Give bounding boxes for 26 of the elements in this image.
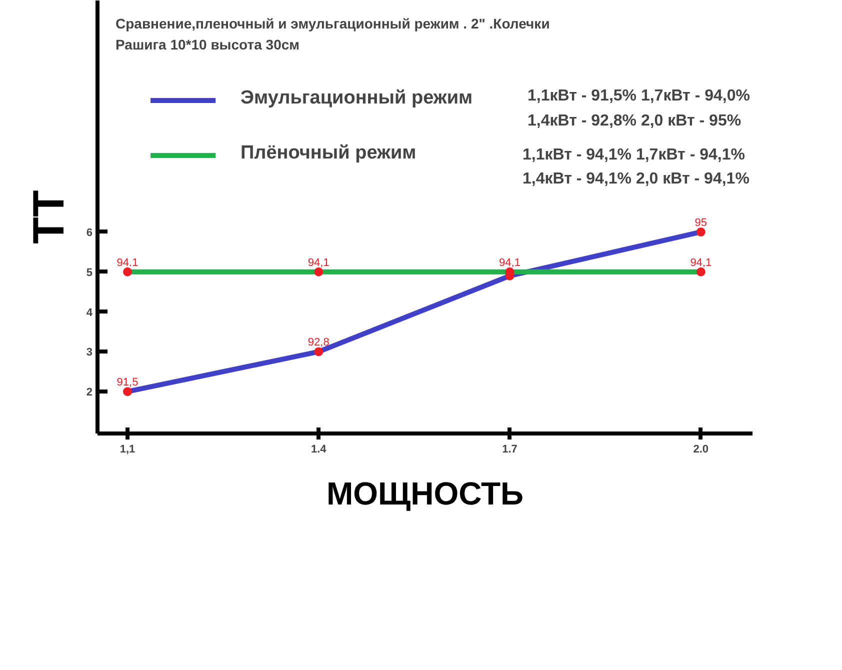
annotation: 1,1кВт - 91,5% 1,7кВт - 94,0% [528,88,750,104]
annotation: 95 [694,216,708,229]
legend-label: Плёночный режим [240,142,416,164]
y-tick-label: 5 [86,266,93,279]
y-tick-label: 4 [86,306,94,319]
y-tick-label: 3 [86,346,93,359]
annotation: 1,4кВт - 92,8% 2,0 кВт - 95% [528,112,742,130]
annotation: 94,1 [499,256,520,269]
x-axis-title: МОЩНОСТЬ [326,476,524,512]
y-axis-title: ТТ [24,190,74,244]
x-tick-label: 1.4 [310,444,328,456]
annotation: 91,5 [116,376,138,389]
annotation: 1,4кВт - 94,1% 2,0 кВт - 94,1% [522,170,750,188]
y-tick-label: 6 [86,226,93,239]
annotation: 92,8 [308,336,330,349]
x-tick-label: 1,1 [120,444,136,456]
annotation: 1,1кВт - 94,1% 1,7кВт - 94,1% [522,146,745,164]
annotation: 94.1 [116,256,138,269]
annotation: 94,1 [308,256,330,269]
x-tick-label: 1.7 [502,444,518,456]
text: Рашига 10*10 высота 30см [116,36,300,52]
y-tick-label: 2 [86,386,93,399]
x-tick-label: 2.0 [693,444,709,456]
text: Сравнение,пленочный и эмульгационный режим . 2" .Колечки [116,16,550,32]
legend-label: Эмульгационный режим [240,88,473,108]
annotation: 94,1 [690,256,712,269]
